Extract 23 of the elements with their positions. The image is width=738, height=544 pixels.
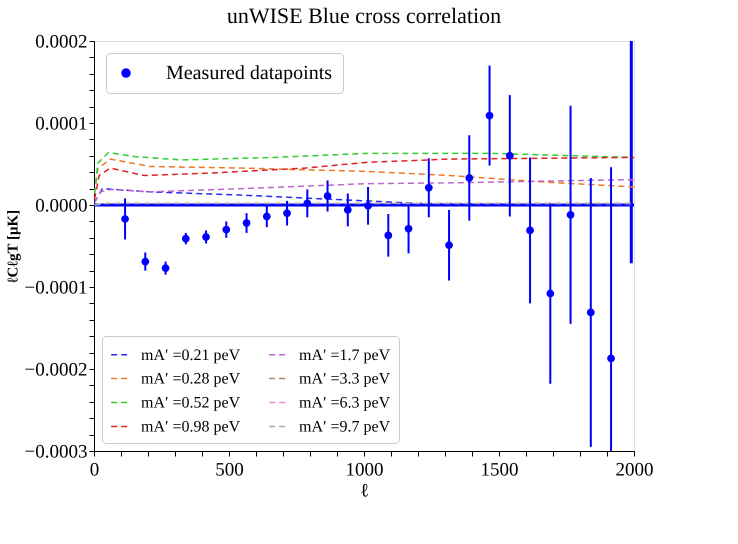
legend-label: mA′ =0.28 peV bbox=[141, 370, 241, 388]
legend-label: mA′ =1.7 peV bbox=[299, 346, 391, 364]
y-tick-label: 0.0000 bbox=[35, 196, 88, 216]
legend-label: mA′ =3.3 peV bbox=[299, 370, 391, 388]
x-tick-label: 1000 bbox=[346, 460, 384, 480]
legend-label: mA′ =6.3 peV bbox=[299, 394, 391, 412]
legend-label: mA′ =9.7 peV bbox=[299, 418, 391, 436]
legend-label: Measured datapoints bbox=[166, 62, 332, 84]
x-tick-label: 500 bbox=[215, 460, 244, 480]
y-tick-label: 0.0002 bbox=[35, 32, 88, 52]
y-tick-label: −0.0003 bbox=[24, 442, 88, 462]
y-tick-label: −0.0002 bbox=[24, 360, 88, 380]
x-axis-title: ℓ bbox=[360, 480, 368, 502]
y-tick-label: −0.0001 bbox=[24, 278, 88, 298]
x-tick-label: 1500 bbox=[480, 460, 518, 480]
legend-label: mA′ =0.98 peV bbox=[141, 418, 241, 436]
legend-label: mA′ =0.21 peV bbox=[141, 346, 241, 364]
legend-label: mA′ =0.52 peV bbox=[141, 394, 241, 412]
chart-title: unWISE Blue cross correlation bbox=[226, 3, 502, 28]
x-tick-label: 2000 bbox=[616, 460, 654, 480]
y-tick-label: 0.0001 bbox=[35, 114, 88, 134]
y-axis-title: ℓCℓgT [μK] bbox=[6, 210, 22, 284]
x-tick-label: 0 bbox=[90, 460, 100, 480]
